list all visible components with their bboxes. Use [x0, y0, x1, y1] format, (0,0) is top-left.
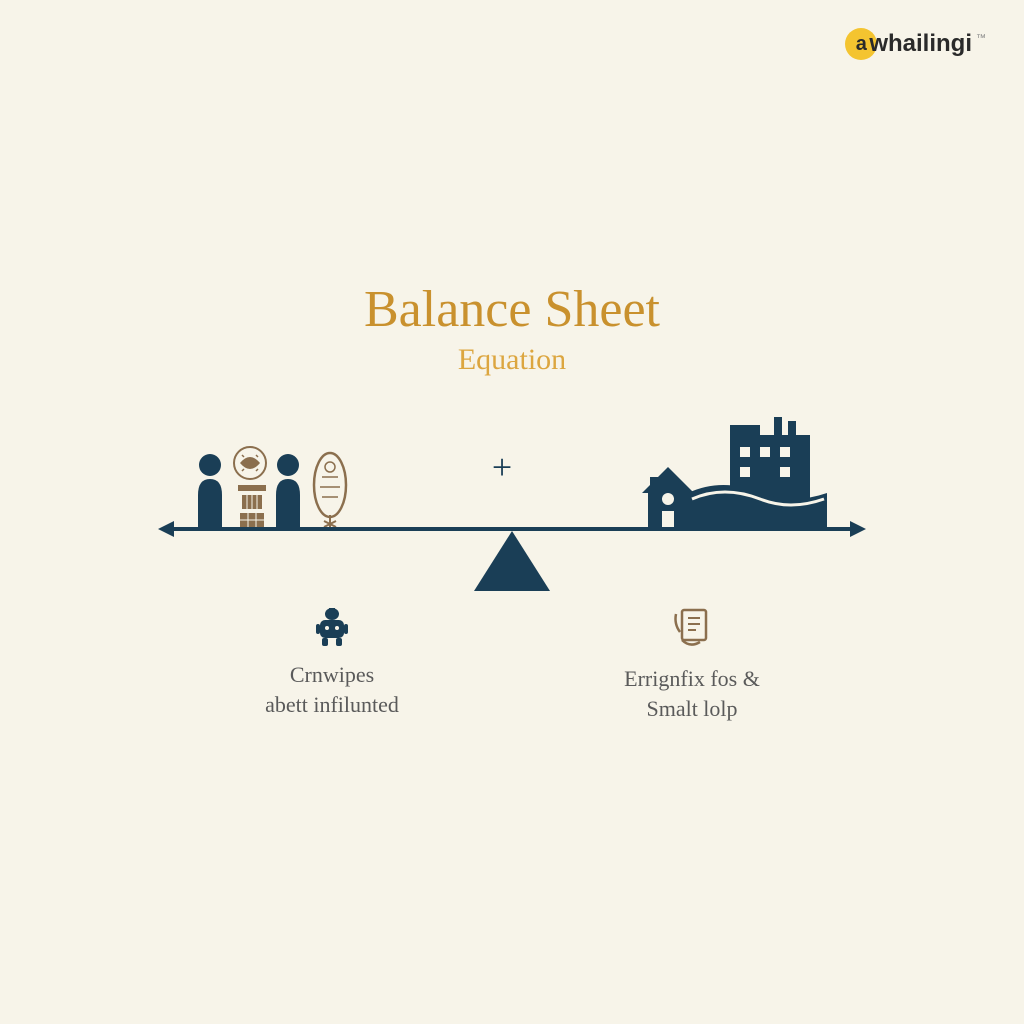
plus-operator: + [492, 446, 512, 488]
fulcrum-triangle [474, 531, 550, 591]
arrow-right-icon [850, 521, 866, 537]
left-label-group: Crnwipesabett infilunted [232, 606, 432, 723]
left-label: Crnwipesabett infilunted [265, 660, 399, 719]
right-icon-group [632, 417, 832, 527]
right-label-group: Errignfix fos &Smalt lolp [592, 606, 792, 723]
labels-row: Crnwipesabett infilunted Errignfix fos &… [172, 606, 852, 723]
right-label: Errignfix fos &Smalt lolp [624, 664, 760, 723]
balance-beam [172, 527, 852, 531]
page-title: Balance Sheet [112, 280, 912, 339]
document-icon [670, 606, 714, 650]
logo-tm: ™ [976, 33, 986, 44]
brand-logo: a whailingi ™ [845, 28, 986, 60]
icons-row: + [172, 427, 852, 527]
logo-text: whailingi [869, 30, 972, 58]
page-subtitle: Equation [112, 343, 912, 377]
balance-diagram: + [172, 427, 852, 723]
robot-icon [312, 606, 352, 646]
logo-initial: a [856, 33, 867, 56]
arrow-left-icon [158, 521, 174, 537]
buildings-icon [632, 417, 832, 527]
main-content: Balance Sheet Equation [112, 280, 912, 723]
left-icon-group [192, 437, 372, 527]
people-icons [192, 437, 372, 527]
